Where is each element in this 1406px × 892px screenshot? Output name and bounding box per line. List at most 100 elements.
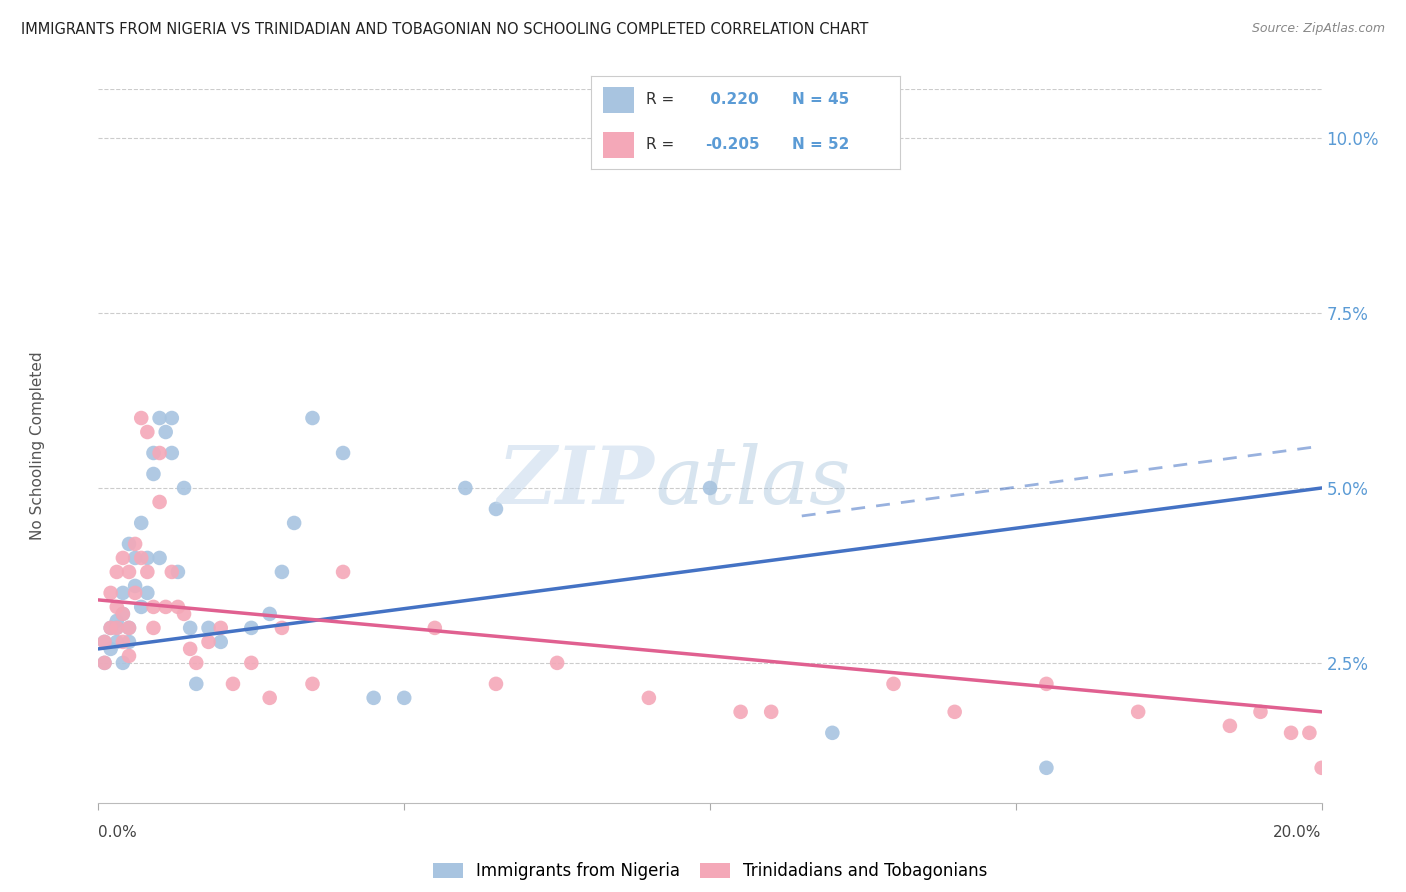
Point	[111, 607, 134, 621]
Point	[1219, 719, 1241, 733]
Text: ZIP: ZIP	[498, 443, 655, 520]
Point	[149, 495, 172, 509]
Point	[149, 446, 172, 460]
Text: R =: R =	[647, 137, 679, 153]
Point	[167, 565, 190, 579]
Point	[118, 537, 141, 551]
Point	[332, 446, 354, 460]
Point	[105, 599, 128, 614]
Point	[129, 550, 152, 565]
Point	[124, 586, 146, 600]
Text: No Schooling Completed: No Schooling Completed	[30, 351, 45, 541]
Point	[136, 565, 159, 579]
Text: R =: R =	[647, 92, 679, 107]
Point	[118, 621, 141, 635]
Point	[270, 621, 292, 635]
Point	[111, 656, 134, 670]
Legend: Immigrants from Nigeria, Trinidadians and Tobagonians: Immigrants from Nigeria, Trinidadians an…	[433, 862, 987, 880]
Point	[111, 586, 134, 600]
Point	[124, 550, 146, 565]
Point	[392, 690, 416, 705]
Point	[186, 677, 208, 691]
Text: IMMIGRANTS FROM NIGERIA VS TRINIDADIAN AND TOBAGONIAN NO SCHOOLING COMPLETED COR: IMMIGRANTS FROM NIGERIA VS TRINIDADIAN A…	[21, 22, 869, 37]
Point	[197, 635, 219, 649]
Text: N = 45: N = 45	[792, 92, 849, 107]
Point	[142, 446, 165, 460]
Text: Source: ZipAtlas.com: Source: ZipAtlas.com	[1251, 22, 1385, 36]
Point	[118, 648, 141, 663]
Point	[118, 635, 141, 649]
Point	[699, 481, 721, 495]
Point	[423, 621, 446, 635]
Point	[118, 565, 141, 579]
Point	[136, 586, 159, 600]
Point	[1128, 705, 1150, 719]
Point	[100, 621, 122, 635]
Text: 20.0%: 20.0%	[1274, 825, 1322, 840]
Point	[179, 641, 201, 656]
Point	[142, 467, 165, 481]
Point	[124, 537, 146, 551]
Point	[136, 425, 159, 439]
Point	[93, 635, 115, 649]
Point	[160, 446, 183, 460]
Point	[1035, 677, 1057, 691]
Point	[100, 621, 122, 635]
Point	[259, 690, 281, 705]
Point	[240, 656, 263, 670]
Point	[129, 516, 152, 530]
Point	[93, 656, 115, 670]
Point	[105, 565, 128, 579]
Point	[160, 565, 183, 579]
Point	[332, 565, 354, 579]
Point	[943, 705, 966, 719]
Bar	[603, 132, 634, 158]
Point	[93, 635, 115, 649]
Point	[149, 411, 172, 425]
Point	[136, 550, 159, 565]
Text: atlas: atlas	[655, 443, 851, 520]
Point	[209, 621, 232, 635]
Point	[222, 677, 245, 691]
Point	[186, 656, 208, 670]
Point	[105, 621, 128, 635]
Text: N = 52: N = 52	[792, 137, 849, 153]
Point	[129, 411, 152, 425]
Point	[93, 656, 115, 670]
Point	[100, 586, 122, 600]
Point	[637, 690, 661, 705]
Point	[454, 481, 477, 495]
Point	[301, 411, 323, 425]
Text: 0.0%: 0.0%	[98, 825, 138, 840]
Point	[1298, 726, 1320, 740]
Point	[209, 635, 232, 649]
Point	[1310, 761, 1333, 775]
Point	[301, 677, 323, 691]
Point	[363, 690, 385, 705]
Point	[883, 677, 905, 691]
Point	[160, 411, 183, 425]
Point	[173, 607, 195, 621]
Text: 0.220: 0.220	[704, 92, 759, 107]
Point	[485, 502, 508, 516]
Point	[283, 516, 305, 530]
Point	[485, 677, 508, 691]
Point	[100, 641, 122, 656]
Bar	[603, 87, 634, 113]
Text: -0.205: -0.205	[704, 137, 759, 153]
Point	[105, 635, 128, 649]
Point	[155, 599, 177, 614]
Point	[759, 705, 782, 719]
Point	[111, 550, 134, 565]
Point	[259, 607, 281, 621]
Point	[1279, 726, 1302, 740]
Point	[142, 621, 165, 635]
Point	[118, 621, 141, 635]
Point	[730, 705, 752, 719]
Point	[142, 599, 165, 614]
Point	[179, 621, 201, 635]
Point	[546, 656, 568, 670]
Point	[173, 481, 195, 495]
Point	[270, 565, 292, 579]
Point	[149, 550, 172, 565]
